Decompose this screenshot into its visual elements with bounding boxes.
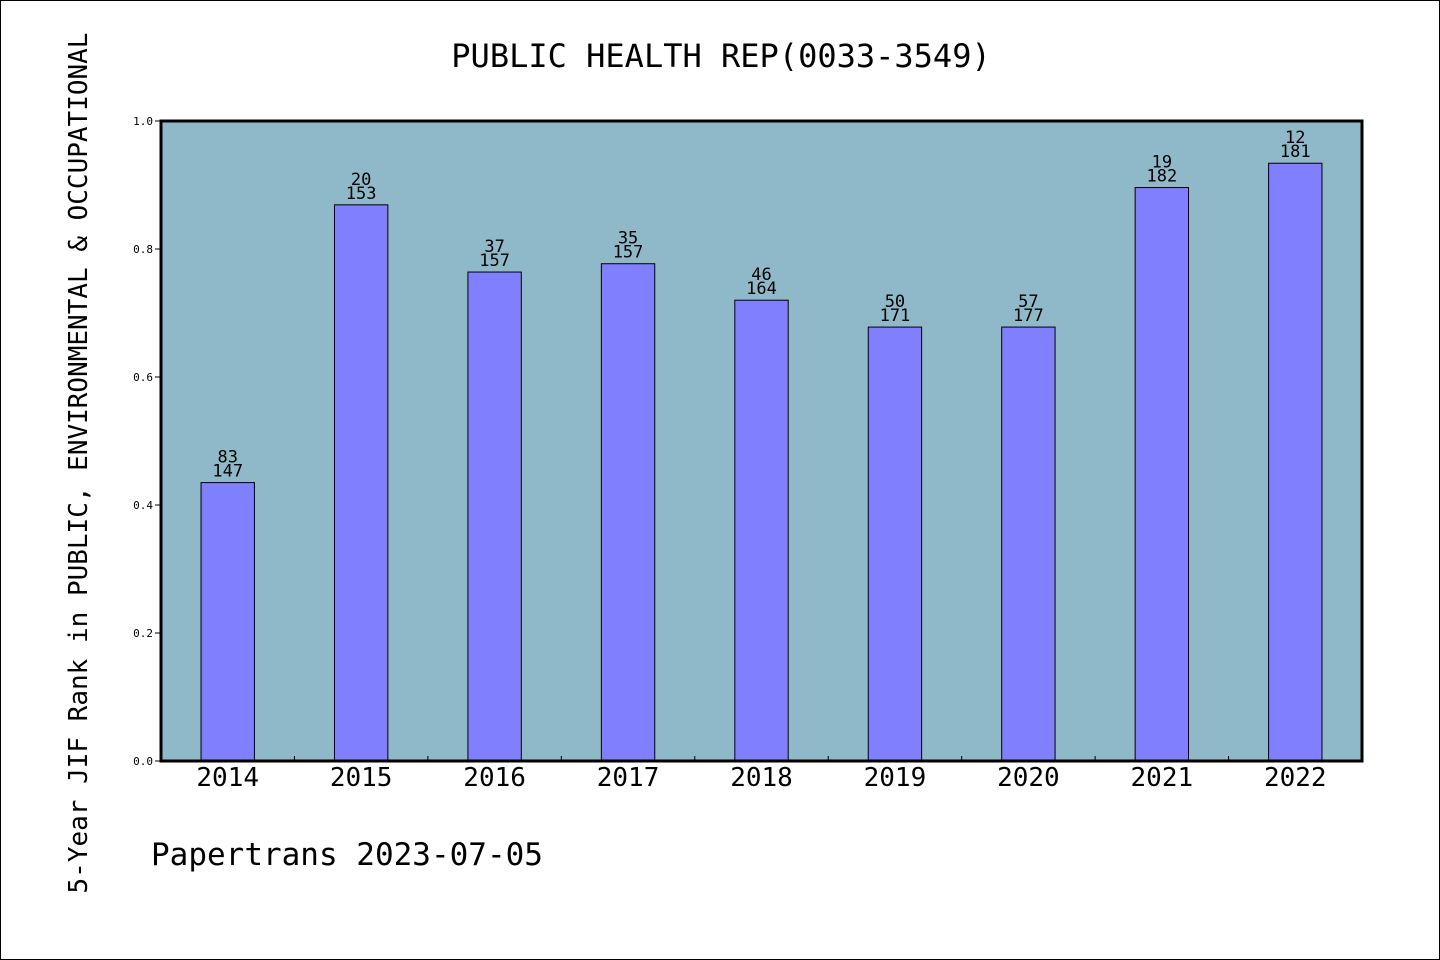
x-tick-label-2016: 2016: [463, 763, 526, 793]
total-label-2015: 153: [346, 184, 377, 204]
x-tick-label-2022: 2022: [1264, 763, 1327, 793]
bar-2018: [734, 299, 789, 762]
x-axis: 2014 2015 2016 2017 2018 2019 2020 2021 2022: [196, 756, 1327, 793]
rank-label-2018: 46: [751, 265, 771, 285]
rank-label-2020: 57: [1018, 292, 1038, 312]
footer-credit: Papertrans 2023-07-05: [151, 837, 543, 873]
y-axis-label: 5-Year JIF Rank in PUBLIC, ENVIRONMENTAL…: [64, 33, 94, 894]
chart-title: PUBLIC HEALTH REP(0033-3549): [451, 37, 990, 75]
y-tick-label-4: 0.8: [133, 243, 153, 256]
rank-label-2016: 37: [484, 237, 504, 257]
total-label-2014: 147: [212, 462, 243, 482]
x-tick-label-2019: 2019: [864, 763, 927, 793]
plot-frame: [159, 119, 1364, 763]
y-axis: 0.0 0.2 0.4 0.6 0.8 1.0: [133, 115, 161, 768]
bar-2015: [333, 204, 389, 762]
bar-2016: [467, 271, 522, 762]
rank-label-2017: 35: [618, 229, 638, 249]
rank-label-2014: 83: [217, 448, 237, 468]
rank-label-2019: 50: [885, 292, 905, 312]
rank-label-2022: 12: [1285, 128, 1305, 148]
total-label-2022: 181: [1280, 142, 1311, 162]
bar-2014: [200, 482, 255, 762]
total-label-2017: 157: [613, 243, 644, 263]
bar-2022: [1268, 162, 1323, 762]
y-tick-label-1: 0.2: [133, 627, 153, 640]
bar-2017: [600, 263, 656, 762]
bar-2021: [1134, 187, 1190, 762]
total-label-2019: 171: [880, 306, 911, 326]
x-tick-label-2017: 2017: [597, 763, 660, 793]
bars-group: [200, 162, 1323, 762]
x-tick-label-2014: 2014: [196, 763, 259, 793]
x-tick-label-2020: 2020: [997, 763, 1060, 793]
bar-2019: [867, 326, 923, 762]
rank-label-2021: 19: [1152, 153, 1172, 173]
total-label-2018: 164: [746, 279, 777, 299]
data-labels-group: 8314720153371573515746164501715717719182…: [212, 128, 1310, 481]
total-label-2021: 182: [1146, 167, 1177, 187]
bar-2020: [1001, 326, 1056, 762]
x-tick-label-2015: 2015: [330, 763, 393, 793]
y-tick-label-3: 0.6: [133, 371, 153, 384]
rank-label-2015: 20: [351, 170, 371, 190]
total-label-2020: 177: [1013, 306, 1044, 326]
total-label-2016: 157: [479, 251, 510, 271]
y-tick-label-2: 0.4: [133, 499, 153, 512]
x-tick-label-2021: 2021: [1131, 763, 1194, 793]
y-tick-label-0: 0.0: [133, 755, 153, 768]
y-tick-label-5: 1.0: [133, 115, 153, 128]
x-tick-label-2018: 2018: [730, 763, 793, 793]
